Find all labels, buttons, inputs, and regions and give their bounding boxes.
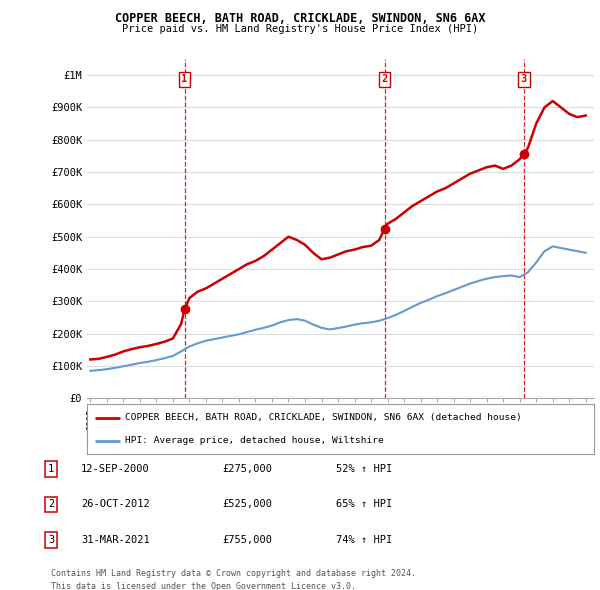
Text: 3: 3 (48, 535, 54, 545)
Text: HPI: Average price, detached house, Wiltshire: HPI: Average price, detached house, Wilt… (125, 436, 384, 445)
Text: Price paid vs. HM Land Registry's House Price Index (HPI): Price paid vs. HM Land Registry's House … (122, 24, 478, 34)
Text: 2: 2 (382, 74, 388, 84)
Text: Contains HM Land Registry data © Crown copyright and database right 2024.: Contains HM Land Registry data © Crown c… (51, 569, 416, 578)
Text: COPPER BEECH, BATH ROAD, CRICKLADE, SWINDON, SN6 6AX: COPPER BEECH, BATH ROAD, CRICKLADE, SWIN… (115, 12, 485, 25)
Text: 2: 2 (48, 500, 54, 509)
Text: 74% ↑ HPI: 74% ↑ HPI (336, 535, 392, 545)
Text: 26-OCT-2012: 26-OCT-2012 (81, 500, 150, 509)
Text: This data is licensed under the Open Government Licence v3.0.: This data is licensed under the Open Gov… (51, 582, 356, 590)
Text: 12-SEP-2000: 12-SEP-2000 (81, 464, 150, 474)
Text: 65% ↑ HPI: 65% ↑ HPI (336, 500, 392, 509)
Text: 3: 3 (521, 74, 527, 84)
Text: £525,000: £525,000 (222, 500, 272, 509)
Text: 1: 1 (48, 464, 54, 474)
Text: £755,000: £755,000 (222, 535, 272, 545)
Text: 52% ↑ HPI: 52% ↑ HPI (336, 464, 392, 474)
Text: £275,000: £275,000 (222, 464, 272, 474)
Text: 1: 1 (181, 74, 188, 84)
Text: 31-MAR-2021: 31-MAR-2021 (81, 535, 150, 545)
Text: COPPER BEECH, BATH ROAD, CRICKLADE, SWINDON, SN6 6AX (detached house): COPPER BEECH, BATH ROAD, CRICKLADE, SWIN… (125, 413, 522, 422)
